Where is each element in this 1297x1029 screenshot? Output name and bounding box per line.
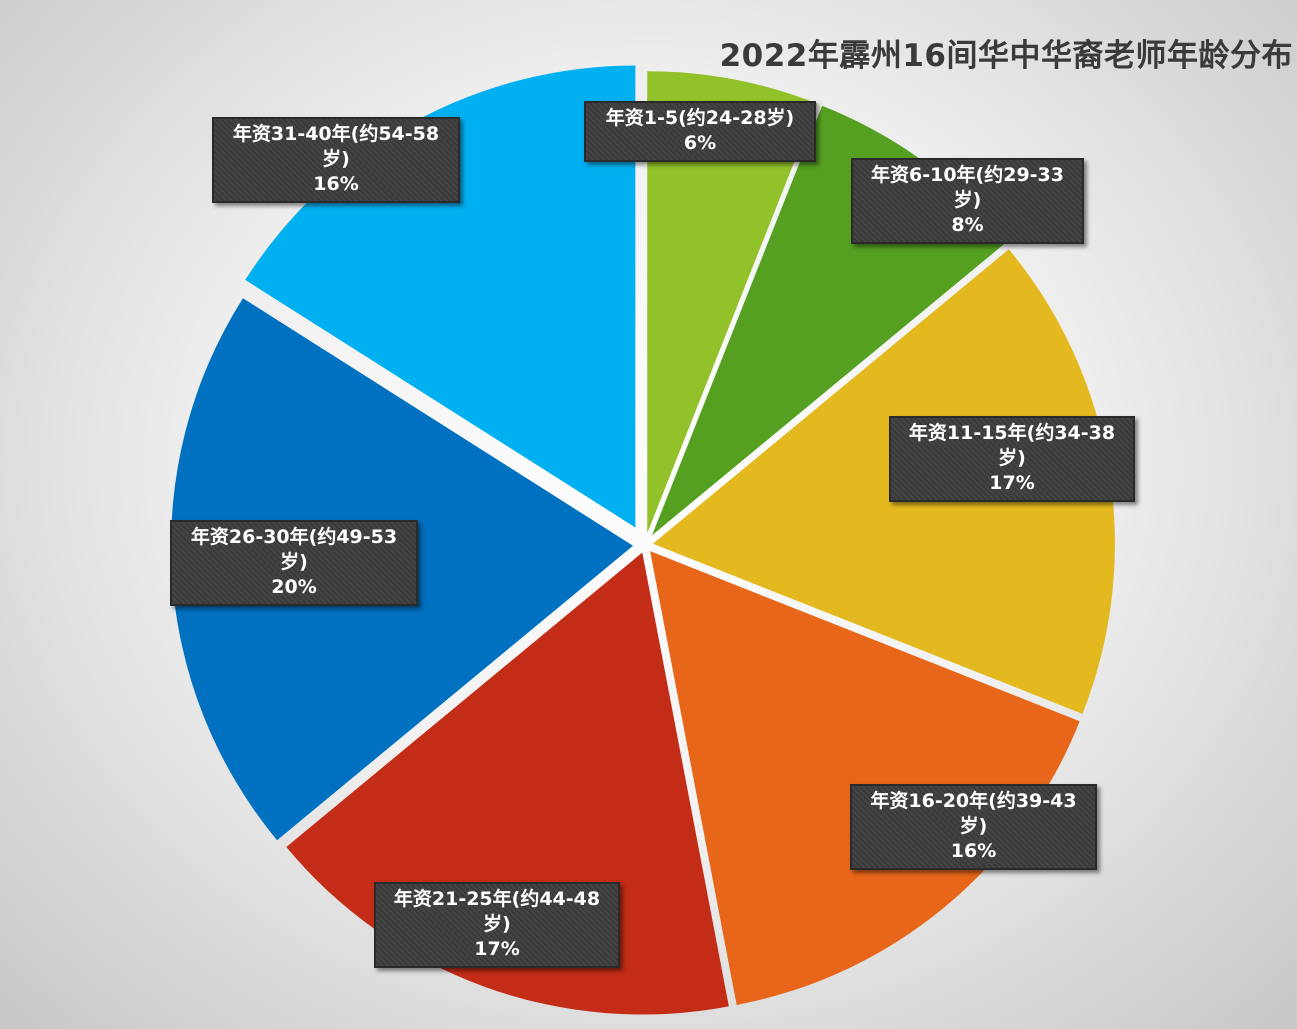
data-label-name: 年资26-30年(约49-53岁)	[190, 526, 398, 573]
data-label-percent: 6%	[683, 132, 717, 154]
data-label-7: 年资31-40年(约54-58岁) 16%	[212, 117, 460, 203]
pie-slice-1	[647, 71, 818, 534]
data-label-name: 年资1-5(约24-28岁)	[605, 107, 795, 129]
data-label-percent: 8%	[951, 214, 984, 236]
data-label-percent: 17%	[474, 938, 520, 960]
data-label-name: 年资11-15年(约34-38岁)	[908, 422, 1116, 469]
data-label-1: 年资1-5(约24-28岁) 6%	[584, 101, 816, 162]
data-label-percent: 17%	[989, 472, 1035, 494]
pie-slice-3	[652, 249, 1115, 714]
chart-title: 2022年霹州16间华中华裔老师年龄分布	[719, 38, 1293, 74]
data-label-percent: 20%	[271, 576, 317, 598]
pie-slice-4	[650, 551, 1080, 1005]
data-label-6: 年资26-30年(约49-53岁) 20%	[170, 520, 418, 606]
data-label-name: 年资31-40年(约54-58岁)	[232, 123, 440, 170]
data-label-3: 年资11-15年(约34-38岁) 17%	[889, 416, 1135, 502]
data-label-name: 年资16-20年(约39-43岁)	[870, 790, 1077, 837]
data-label-5: 年资21-25年(约44-48岁) 17%	[374, 882, 620, 968]
data-label-percent: 16%	[950, 840, 997, 862]
data-label-4: 年资16-20年(约39-43岁) 16%	[850, 784, 1097, 870]
data-label-name: 年资6-10年(约29-33岁)	[871, 164, 1064, 211]
data-label-percent: 16%	[313, 173, 359, 195]
data-label-2: 年资6-10年(约29-33岁) 8%	[851, 158, 1084, 244]
data-label-name: 年资21-25年(约44-48岁)	[393, 888, 601, 935]
